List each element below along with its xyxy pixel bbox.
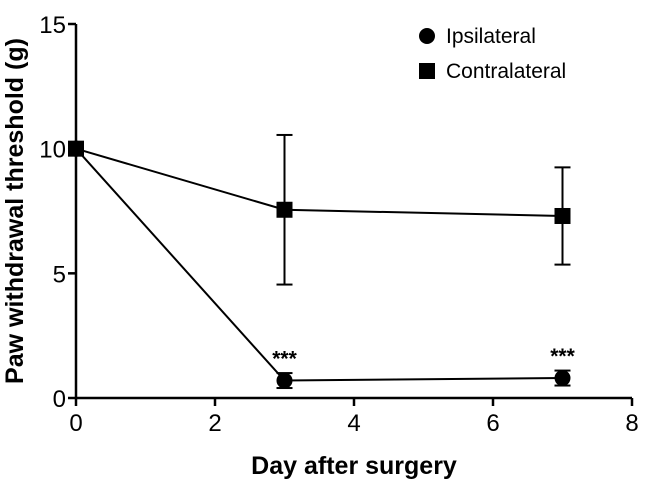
significance-annotation: *** [272, 348, 297, 371]
y-tick-label: 0 [53, 386, 66, 413]
y-tick-label: 5 [53, 261, 66, 288]
x-tick-label: 4 [347, 410, 360, 437]
y-tick-label: 15 [39, 12, 66, 39]
ipsilateral-series-line [75, 147, 563, 382]
x-tick-label: 6 [486, 410, 499, 437]
x-tick-label: 8 [625, 410, 638, 437]
y-axis-title: Paw withdrawal threshold (g) [1, 38, 29, 384]
y-tick-label: 10 [39, 137, 66, 164]
x-axis-title: Day after surgery [251, 452, 457, 480]
legend: Ipsilateral Contralateral [419, 25, 566, 83]
ipsilateral-point [554, 370, 571, 387]
contralateral-point [554, 207, 571, 224]
ipsilateral-point [276, 372, 293, 389]
significance-annotation: *** [550, 345, 575, 368]
contralateral-series-line [75, 147, 563, 217]
x-tick-label: 2 [208, 410, 221, 437]
contralateral-point [276, 201, 293, 218]
legend-ipsilateral-marker [419, 28, 435, 44]
x-tick-label: 0 [69, 410, 82, 437]
legend-contralateral-label: Contralateral [446, 60, 566, 83]
legend-ipsilateral-label: Ipsilateral [446, 25, 536, 48]
contralateral-point [68, 140, 84, 157]
legend-contralateral-marker [419, 63, 435, 79]
